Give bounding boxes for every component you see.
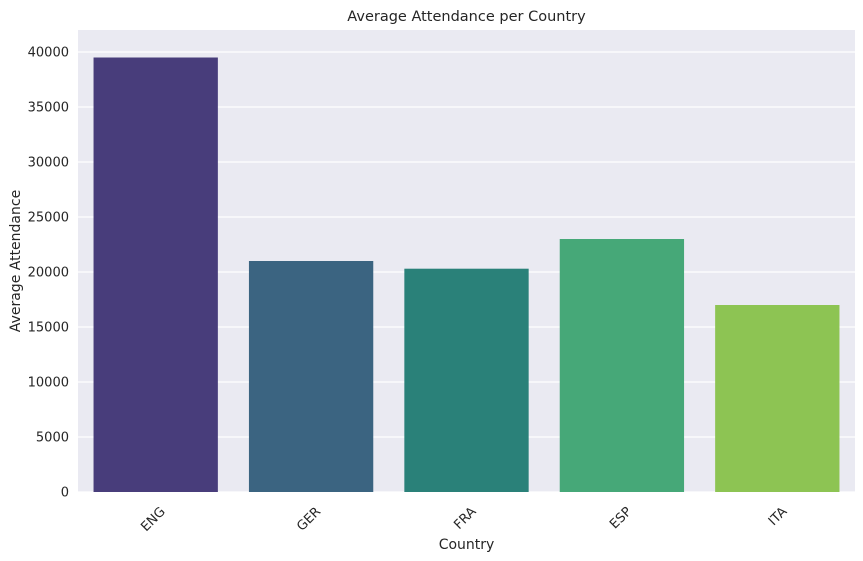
x-tick-label-fra: FRA bbox=[451, 504, 479, 532]
x-tick-label-ita: ITA bbox=[766, 504, 791, 529]
x-tick-label-ger: GER bbox=[294, 504, 324, 534]
x-tick-label-esp: ESP bbox=[607, 504, 635, 532]
x-tick-label-eng: ENG bbox=[138, 504, 168, 534]
y-tick-label: 0 bbox=[61, 486, 69, 501]
chart-title: Average Attendance per Country bbox=[347, 9, 586, 25]
y-tick-label: 20000 bbox=[28, 266, 69, 281]
bar-eng bbox=[93, 57, 218, 492]
y-tick-label: 10000 bbox=[28, 376, 69, 391]
y-axis-label: Average Attendance bbox=[8, 190, 24, 332]
x-axis-ticks: ENG GER FRA ESP ITA bbox=[138, 504, 790, 535]
bar-esp bbox=[559, 239, 685, 492]
y-tick-label: 15000 bbox=[28, 321, 69, 336]
y-tick-label: 5000 bbox=[36, 431, 69, 446]
y-tick-label: 30000 bbox=[28, 156, 69, 171]
bar-fra bbox=[404, 268, 529, 492]
y-tick-label: 40000 bbox=[28, 46, 69, 61]
bars bbox=[93, 57, 840, 492]
x-axis-label: Country bbox=[439, 537, 495, 553]
y-tick-label: 35000 bbox=[28, 101, 69, 116]
bar-ger bbox=[248, 261, 374, 492]
y-axis-ticks: 0 5000 10000 15000 20000 25000 30000 35000 40000 bbox=[28, 46, 69, 501]
y-tick-label: 25000 bbox=[28, 211, 69, 226]
bar-ita bbox=[715, 305, 840, 492]
